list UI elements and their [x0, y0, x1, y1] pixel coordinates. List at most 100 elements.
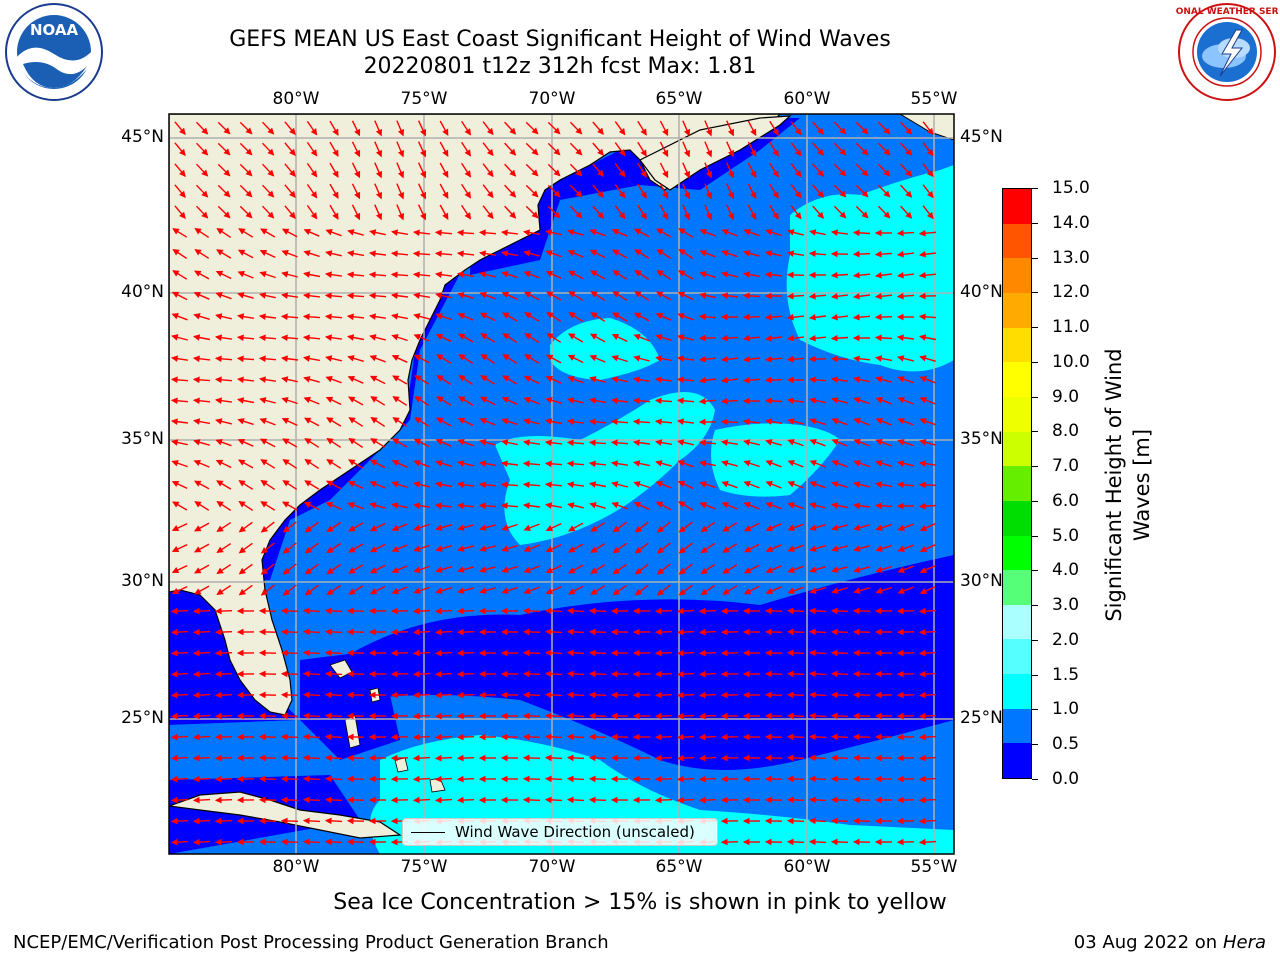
wave-direction-arrowhead	[170, 649, 178, 657]
wave-direction-arrowhead	[786, 691, 794, 699]
wave-direction-arrowhead	[676, 397, 684, 405]
wave-direction-arrowhead	[238, 546, 246, 554]
wave-direction-arrowhead	[883, 211, 891, 219]
wave-direction-arrowhead	[632, 418, 640, 426]
wave-direction-arrowhead	[566, 670, 574, 678]
wave-direction-arrowhead	[676, 670, 684, 678]
wave-direction-arrowhead	[170, 397, 178, 405]
wave-direction-arrowhead	[509, 127, 517, 135]
wave-direction-arrowhead	[457, 566, 465, 573]
wave-direction-arrowhead	[346, 649, 354, 657]
wave-direction-arrowhead	[501, 545, 509, 552]
wave-direction-arrowhead	[456, 733, 464, 741]
wave-direction-arrowhead	[676, 607, 684, 615]
wave-direction-arrowhead	[699, 481, 707, 488]
wave-direction-arrowhead	[258, 691, 266, 699]
wave-direction-arrowhead	[267, 190, 275, 198]
wave-direction-arrowhead	[260, 228, 268, 235]
wave-direction-arrowhead	[258, 733, 266, 741]
wave-direction-arrowhead	[478, 649, 486, 657]
wave-direction-arrowhead	[698, 355, 706, 363]
wave-direction-arrowhead	[566, 439, 574, 447]
wave-direction-arrowhead	[742, 670, 750, 678]
colorbar-tick-mark	[1032, 639, 1038, 641]
wave-direction-arrowhead	[926, 148, 934, 157]
wave-direction-arrowhead	[390, 292, 398, 299]
wave-direction-arrowhead	[259, 397, 267, 404]
wave-direction-arrowhead	[590, 270, 598, 277]
wave-direction-arrowhead	[830, 691, 838, 699]
wave-direction-arrowhead	[720, 418, 728, 426]
chart-title-line-1: GEFS MEAN US East Coast Significant Heig…	[229, 27, 891, 52]
wave-direction-arrowhead	[304, 588, 312, 596]
wave-direction-arrowhead	[324, 733, 332, 741]
wave-direction-arrowhead	[852, 712, 860, 720]
wave-direction-arrowhead	[743, 588, 752, 595]
wave-direction-arrowhead	[368, 775, 376, 783]
wave-direction-arrowhead	[568, 270, 576, 277]
wave-direction-arrowhead	[677, 291, 686, 298]
wave-direction-arrowhead	[750, 170, 757, 179]
wave-direction-arrowhead	[303, 355, 311, 362]
wave-direction-arrowhead	[808, 670, 816, 678]
wave-direction-arrowhead	[742, 334, 750, 342]
wave-direction-arrowhead	[720, 733, 728, 741]
wave-direction-arrowhead	[397, 150, 405, 158]
wave-direction-arrowhead	[544, 439, 552, 447]
wave-direction-arrowhead	[258, 712, 266, 720]
wave-direction-arrowhead	[436, 374, 444, 382]
wave-direction-arrowhead	[214, 838, 222, 846]
colorbar-tick-label: 15.0	[1052, 178, 1090, 198]
wave-direction-arrowhead	[413, 354, 422, 361]
wave-direction-arrowhead	[216, 480, 224, 487]
wave-direction-arrowhead	[238, 525, 246, 533]
wave-direction-arrowhead	[853, 460, 861, 467]
wave-direction-arrowhead	[861, 190, 869, 198]
wave-direction-arrowhead	[808, 775, 816, 783]
wave-direction-arrowhead	[874, 733, 882, 741]
wave-direction-arrowhead	[170, 355, 179, 362]
wave-direction-arrowhead	[346, 292, 354, 300]
wave-direction-arrowhead	[787, 439, 795, 446]
wave-direction-arrowhead	[434, 775, 442, 783]
wave-direction-arrowhead	[413, 481, 421, 488]
wave-direction-arrowhead	[590, 312, 598, 319]
wave-direction-arrowhead	[390, 712, 398, 720]
wave-direction-arrowhead	[786, 649, 794, 657]
wave-direction-arrowhead	[435, 271, 443, 278]
wave-direction-arrowhead	[830, 775, 838, 783]
wave-direction-arrowhead	[412, 670, 420, 678]
wave-direction-arrowhead	[678, 588, 686, 596]
wave-direction-arrowhead	[546, 333, 554, 340]
wave-direction-arrowhead	[280, 628, 288, 636]
wave-direction-arrowhead	[918, 229, 926, 237]
wave-direction-arrowhead	[332, 128, 339, 136]
wave-direction-arrowhead	[610, 670, 618, 678]
wave-direction-arrowhead	[700, 588, 708, 596]
wave-direction-arrowhead	[348, 437, 356, 445]
wave-direction-arrowhead	[347, 502, 355, 509]
wave-direction-arrowhead	[612, 291, 620, 298]
wave-direction-arrowhead	[588, 607, 596, 615]
wave-direction-arrowhead	[896, 691, 904, 699]
wave-direction-arrowhead	[326, 437, 334, 445]
wave-direction-arrowhead	[764, 817, 772, 825]
wave-direction-arrowhead	[575, 211, 583, 219]
colorbar-tick-label: 13.0	[1052, 247, 1090, 268]
wave-direction-arrowhead	[369, 567, 378, 574]
wave-direction-arrowhead	[853, 524, 861, 531]
wave-direction-arrowhead	[434, 502, 442, 510]
wave-direction-arrowhead	[171, 546, 180, 553]
wave-direction-arrowhead	[750, 149, 757, 158]
wave-direction-arrowhead	[346, 775, 354, 783]
wave-direction-arrowhead	[632, 691, 640, 699]
wave-direction-arrowhead	[171, 525, 180, 532]
wave-direction-arrowhead	[634, 269, 642, 277]
wave-direction-arrowhead	[750, 212, 757, 221]
wave-direction-arrowhead	[545, 397, 553, 404]
wave-direction-arrowhead	[346, 250, 355, 257]
wave-direction-arrowhead	[214, 376, 222, 384]
wave-direction-arrowhead	[918, 733, 926, 741]
wave-direction-arrowhead	[302, 628, 310, 636]
wave-direction-arrowhead	[479, 460, 487, 467]
